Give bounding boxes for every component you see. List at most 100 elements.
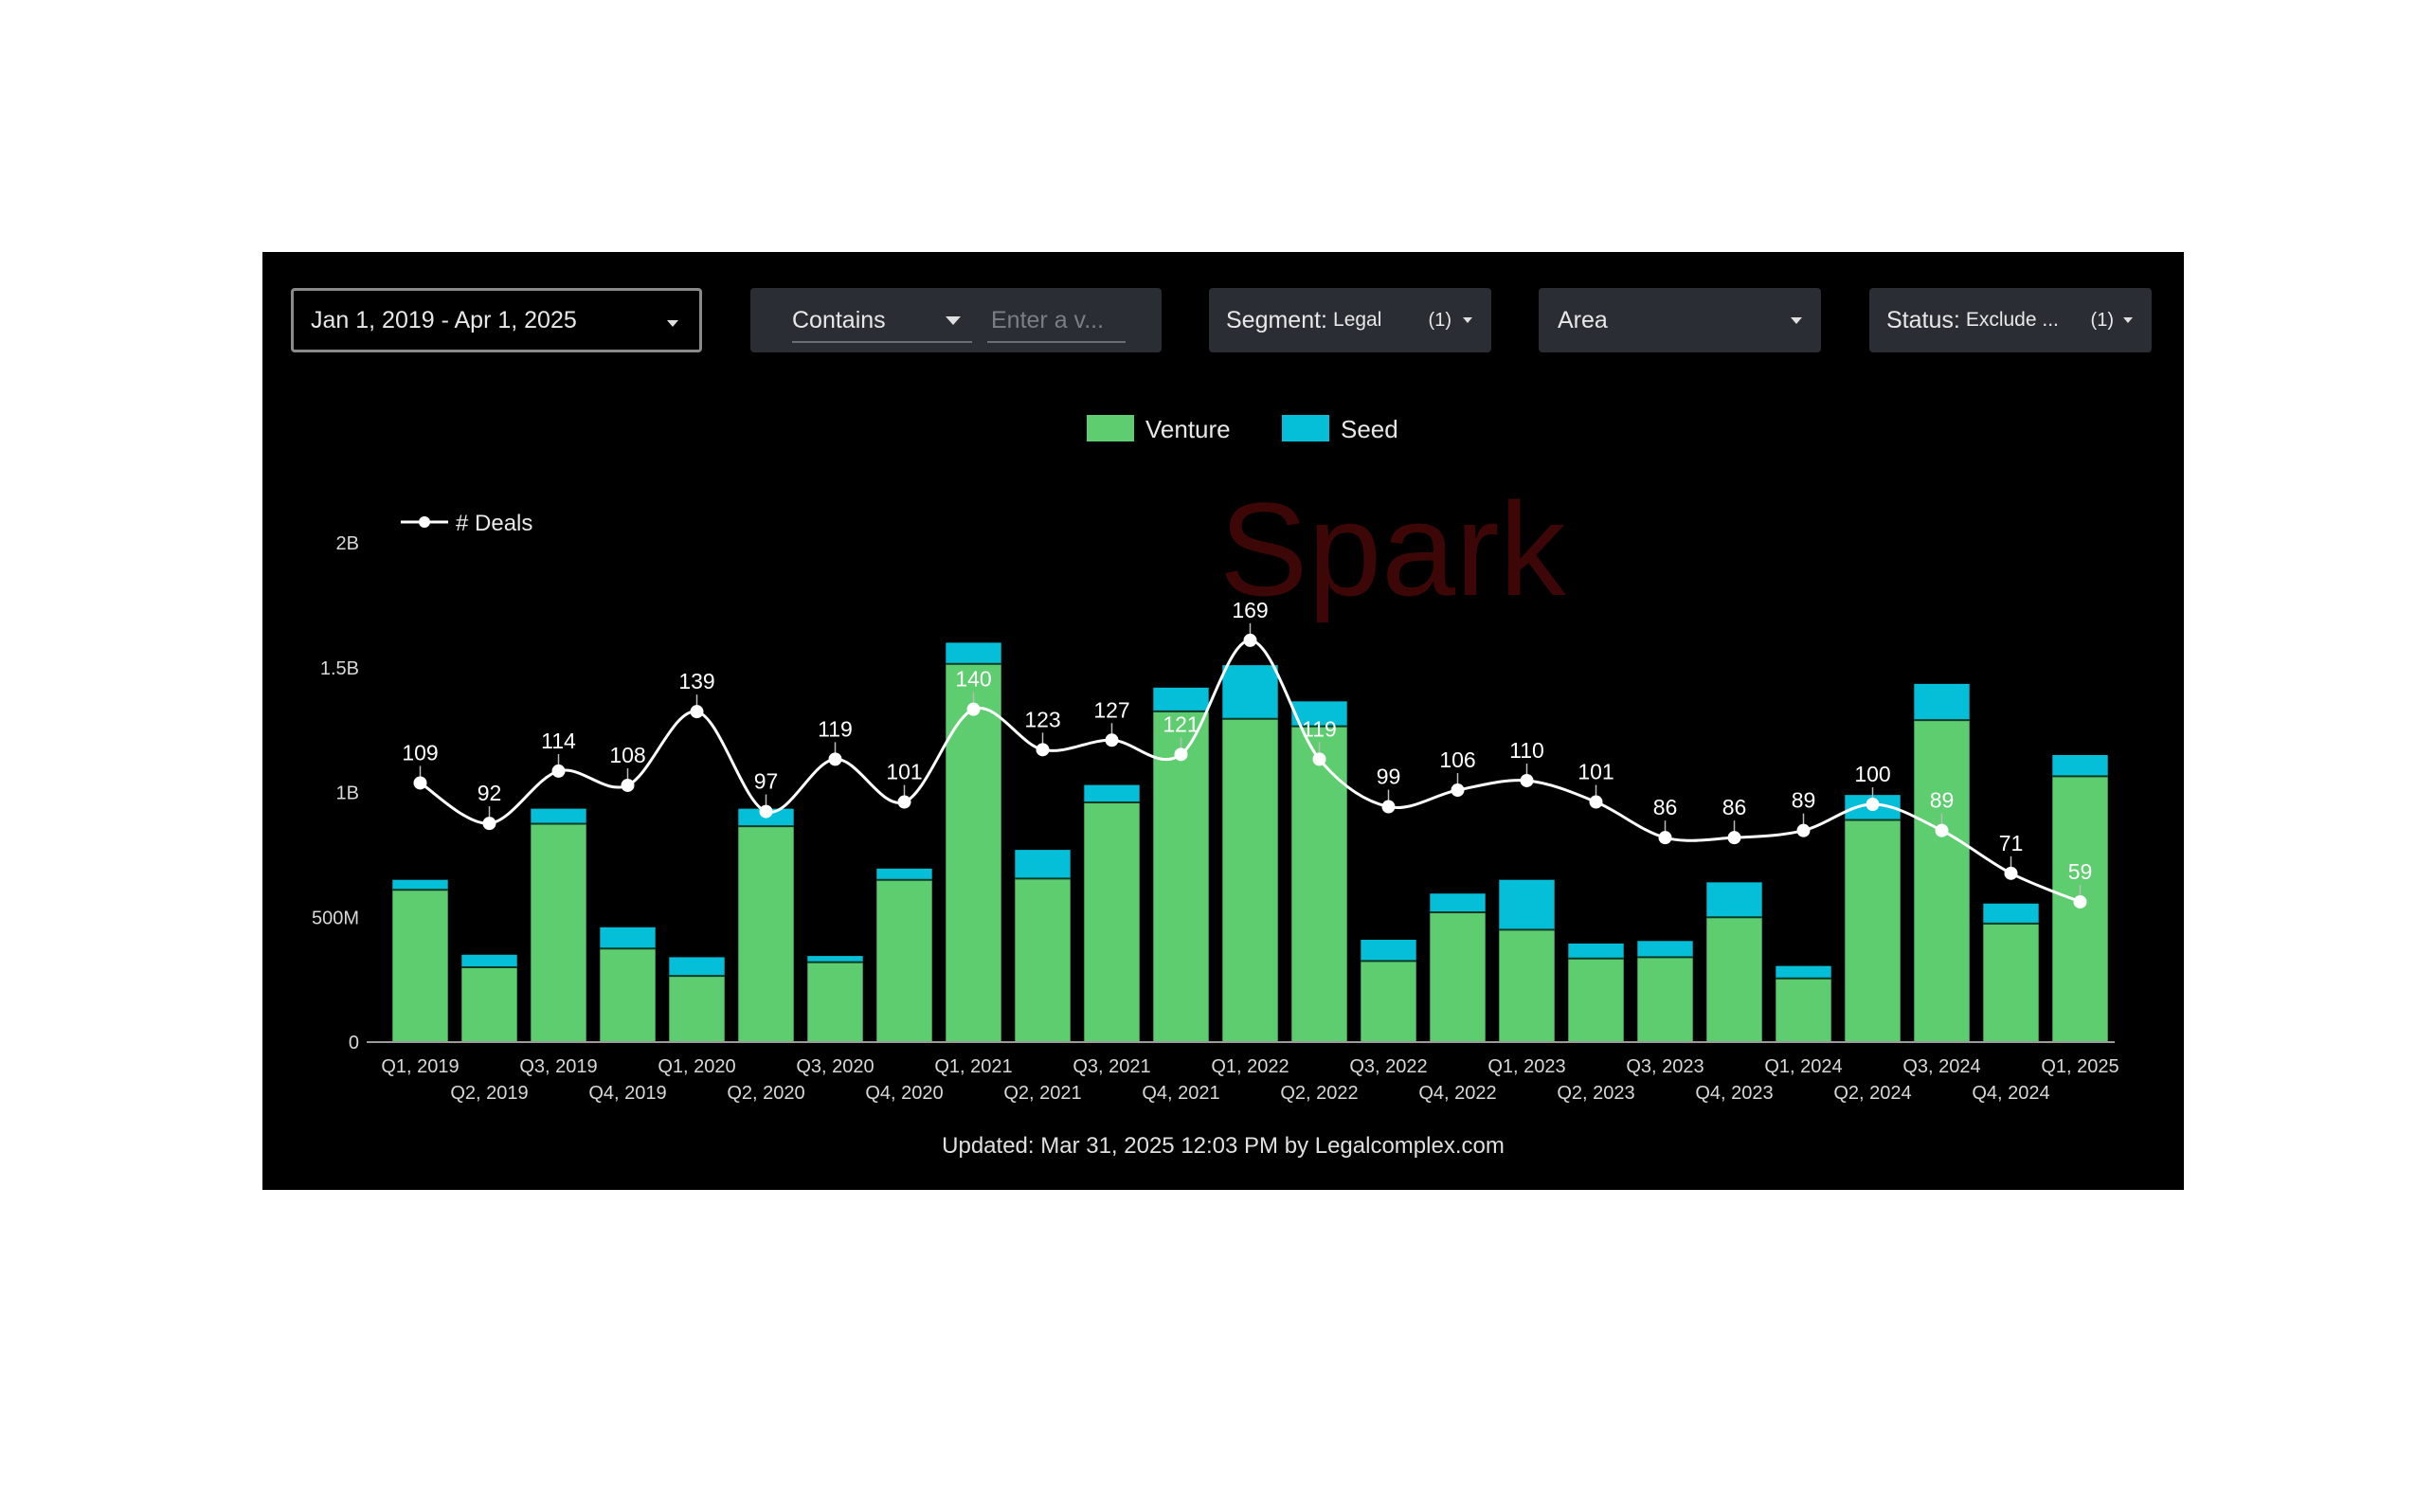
bar-venture bbox=[738, 826, 794, 1042]
deals-label: 119 bbox=[818, 716, 853, 741]
funding-chart: Spark 0 500M 1B 1.5B 2B Q1, 2019 Q2, 2019 Q3, … bbox=[312, 415, 2119, 1104]
filter-value-input[interactable] bbox=[987, 299, 1126, 343]
bar-seed bbox=[392, 879, 448, 891]
x-tick-label: Q1, 2023 bbox=[1487, 1056, 1565, 1077]
chevron-down-icon bbox=[1463, 317, 1472, 323]
legend-marker-deals bbox=[419, 516, 430, 528]
x-tick-label: Q2, 2023 bbox=[1557, 1083, 1634, 1104]
x-tick-label: Q3, 2020 bbox=[796, 1056, 874, 1077]
deals-point bbox=[1589, 795, 1603, 809]
x-tick-label: Q3, 2024 bbox=[1902, 1056, 1980, 1077]
deals-label: 97 bbox=[754, 769, 779, 794]
deals-point bbox=[759, 804, 773, 819]
x-tick-label: Q1, 2022 bbox=[1211, 1056, 1289, 1077]
bar-venture bbox=[392, 890, 448, 1042]
segment-value: Legal bbox=[1333, 309, 1382, 331]
deals-label: 86 bbox=[1653, 795, 1678, 819]
deals-label: 119 bbox=[1302, 716, 1337, 741]
updated-footer: Updated: Mar 31, 2025 12:03 PM by Legalc… bbox=[942, 1133, 1505, 1159]
segment-count: (1) bbox=[1428, 309, 1451, 331]
x-tick-label: Q4, 2023 bbox=[1695, 1083, 1773, 1104]
deals-label: 100 bbox=[1854, 762, 1890, 786]
y-tick-label: 0 bbox=[349, 1033, 359, 1053]
bar-venture bbox=[1776, 978, 1831, 1042]
deals-point bbox=[690, 705, 704, 719]
x-tick-label: Q2, 2022 bbox=[1280, 1083, 1358, 1104]
deals-point bbox=[1174, 747, 1188, 762]
bar-venture bbox=[807, 962, 863, 1042]
bar-seed bbox=[1568, 943, 1624, 959]
bar-venture bbox=[1845, 819, 1901, 1042]
deals-point bbox=[1381, 800, 1396, 814]
deals-label: 110 bbox=[1509, 738, 1544, 763]
bar-venture bbox=[2052, 776, 2108, 1042]
deals-label: 101 bbox=[886, 760, 922, 784]
match-type-select[interactable]: Contains bbox=[792, 299, 972, 343]
area-label: Area bbox=[1558, 306, 1608, 333]
bar-seed bbox=[1291, 701, 1347, 727]
status-label: Status: bbox=[1886, 306, 1960, 333]
x-axis: Q1, 2019 Q2, 2019 Q3, 2019 Q4, 2019 Q1, 2020… bbox=[381, 1056, 2119, 1104]
legend-swatch-seed bbox=[1282, 415, 1329, 441]
bar-venture bbox=[1706, 917, 1762, 1042]
deals-point bbox=[1796, 823, 1811, 837]
deals-label: 127 bbox=[1093, 697, 1129, 722]
x-tick-label: Q4, 2021 bbox=[1142, 1083, 1219, 1104]
legend-label-venture: Venture bbox=[1145, 415, 1231, 443]
bar-seed bbox=[1015, 850, 1071, 879]
text-filter: Contains bbox=[750, 288, 1162, 352]
deals-point bbox=[1105, 733, 1119, 747]
bar-venture bbox=[1637, 957, 1693, 1042]
legend: Venture Seed bbox=[1087, 415, 1398, 443]
bar-seed bbox=[461, 954, 517, 967]
date-range-picker[interactable]: Jan 1, 2019 - Apr 1, 2025 bbox=[291, 288, 702, 352]
x-tick-label: Q2, 2024 bbox=[1833, 1083, 1911, 1104]
deals-label: 121 bbox=[1163, 711, 1199, 736]
deals-label: 101 bbox=[1578, 760, 1614, 784]
bar-venture bbox=[1499, 929, 1555, 1042]
deals-point bbox=[2004, 866, 2018, 880]
x-tick-label: Q3, 2022 bbox=[1349, 1056, 1427, 1077]
x-tick-label: Q1, 2019 bbox=[381, 1056, 459, 1077]
line-legend: # Deals bbox=[401, 511, 532, 536]
status-filter[interactable]: Status: Exclude ... (1) bbox=[1869, 288, 2152, 352]
deals-point bbox=[551, 764, 566, 778]
bar-seed bbox=[1361, 939, 1416, 962]
deals-label: 71 bbox=[1999, 831, 2024, 855]
chevron-down-icon bbox=[2123, 317, 2133, 323]
segment-filter[interactable]: Segment: Legal (1) bbox=[1209, 288, 1491, 352]
bar-venture bbox=[1361, 961, 1416, 1042]
deals-label: 123 bbox=[1024, 707, 1060, 731]
deals-point bbox=[1036, 743, 1050, 757]
bar-venture bbox=[1084, 802, 1140, 1042]
dashboard-panel: Jan 1, 2019 - Apr 1, 2025 Contains Segme… bbox=[262, 252, 2184, 1190]
x-tick-label: Q2, 2021 bbox=[1003, 1083, 1081, 1104]
x-tick-label: Q2, 2020 bbox=[727, 1083, 804, 1104]
deals-point bbox=[828, 752, 842, 766]
bar-venture bbox=[1983, 923, 2039, 1042]
deals-label: 99 bbox=[1377, 765, 1401, 789]
bar-venture bbox=[1015, 878, 1071, 1042]
bar-seed bbox=[1222, 665, 1278, 719]
bar-venture bbox=[946, 663, 1001, 1042]
deals-point bbox=[482, 817, 496, 831]
x-tick-label: Q3, 2023 bbox=[1626, 1056, 1704, 1077]
bar-seed bbox=[1914, 683, 1970, 721]
bar-venture bbox=[461, 966, 517, 1042]
deals-point bbox=[1935, 823, 1949, 837]
bar-venture bbox=[531, 823, 586, 1042]
area-filter[interactable]: Area bbox=[1539, 288, 1821, 352]
bar-seed bbox=[1430, 893, 1486, 912]
bar-venture bbox=[600, 948, 656, 1042]
bar-venture bbox=[1430, 911, 1486, 1042]
status-count: (1) bbox=[2090, 309, 2114, 331]
bar-seed bbox=[1706, 882, 1762, 918]
x-tick-label: Q4, 2022 bbox=[1418, 1083, 1496, 1104]
x-tick-label: Q4, 2019 bbox=[588, 1083, 666, 1104]
deals-point bbox=[621, 778, 635, 792]
deals-label: 106 bbox=[1439, 747, 1475, 772]
bar-seed bbox=[1983, 903, 2039, 924]
x-tick-label: Q1, 2020 bbox=[658, 1056, 735, 1077]
deals-point bbox=[1658, 831, 1672, 845]
bar-seed bbox=[531, 808, 586, 824]
